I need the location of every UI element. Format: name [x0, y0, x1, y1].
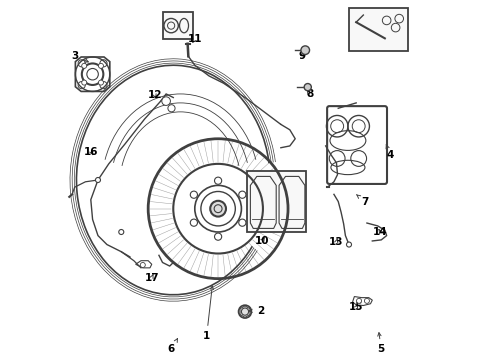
Circle shape: [140, 262, 146, 267]
Text: 7: 7: [356, 195, 369, 207]
Circle shape: [98, 63, 103, 68]
Circle shape: [357, 298, 362, 303]
Text: 15: 15: [349, 302, 364, 312]
Text: 4: 4: [386, 144, 394, 160]
Text: 11: 11: [188, 35, 202, 44]
Circle shape: [190, 191, 197, 198]
Circle shape: [119, 229, 124, 234]
Circle shape: [346, 242, 351, 247]
Text: 12: 12: [147, 90, 162, 100]
Circle shape: [239, 305, 251, 318]
Circle shape: [215, 233, 221, 240]
Circle shape: [210, 201, 226, 217]
Bar: [349, 8, 408, 51]
Circle shape: [148, 139, 288, 279]
Circle shape: [301, 46, 310, 54]
Text: 2: 2: [249, 306, 264, 316]
Circle shape: [215, 177, 221, 184]
Text: 9: 9: [298, 51, 305, 61]
Text: 6: 6: [168, 339, 177, 354]
Circle shape: [96, 177, 100, 183]
Text: 17: 17: [145, 273, 159, 283]
Bar: [247, 171, 306, 232]
Circle shape: [365, 298, 369, 303]
Bar: [163, 12, 193, 39]
Text: 8: 8: [306, 89, 313, 99]
Circle shape: [98, 80, 103, 85]
Text: 16: 16: [84, 147, 99, 157]
Circle shape: [82, 80, 87, 85]
Text: 3: 3: [72, 51, 88, 62]
Text: 14: 14: [373, 227, 388, 237]
Text: 1: 1: [203, 286, 214, 341]
Circle shape: [82, 63, 87, 68]
Circle shape: [162, 97, 171, 105]
Text: 5: 5: [378, 333, 385, 354]
Circle shape: [168, 105, 175, 112]
Text: 10: 10: [255, 236, 270, 246]
Circle shape: [239, 191, 246, 198]
Circle shape: [239, 219, 246, 226]
Circle shape: [190, 219, 197, 226]
Circle shape: [304, 84, 311, 91]
Text: 13: 13: [329, 237, 343, 247]
